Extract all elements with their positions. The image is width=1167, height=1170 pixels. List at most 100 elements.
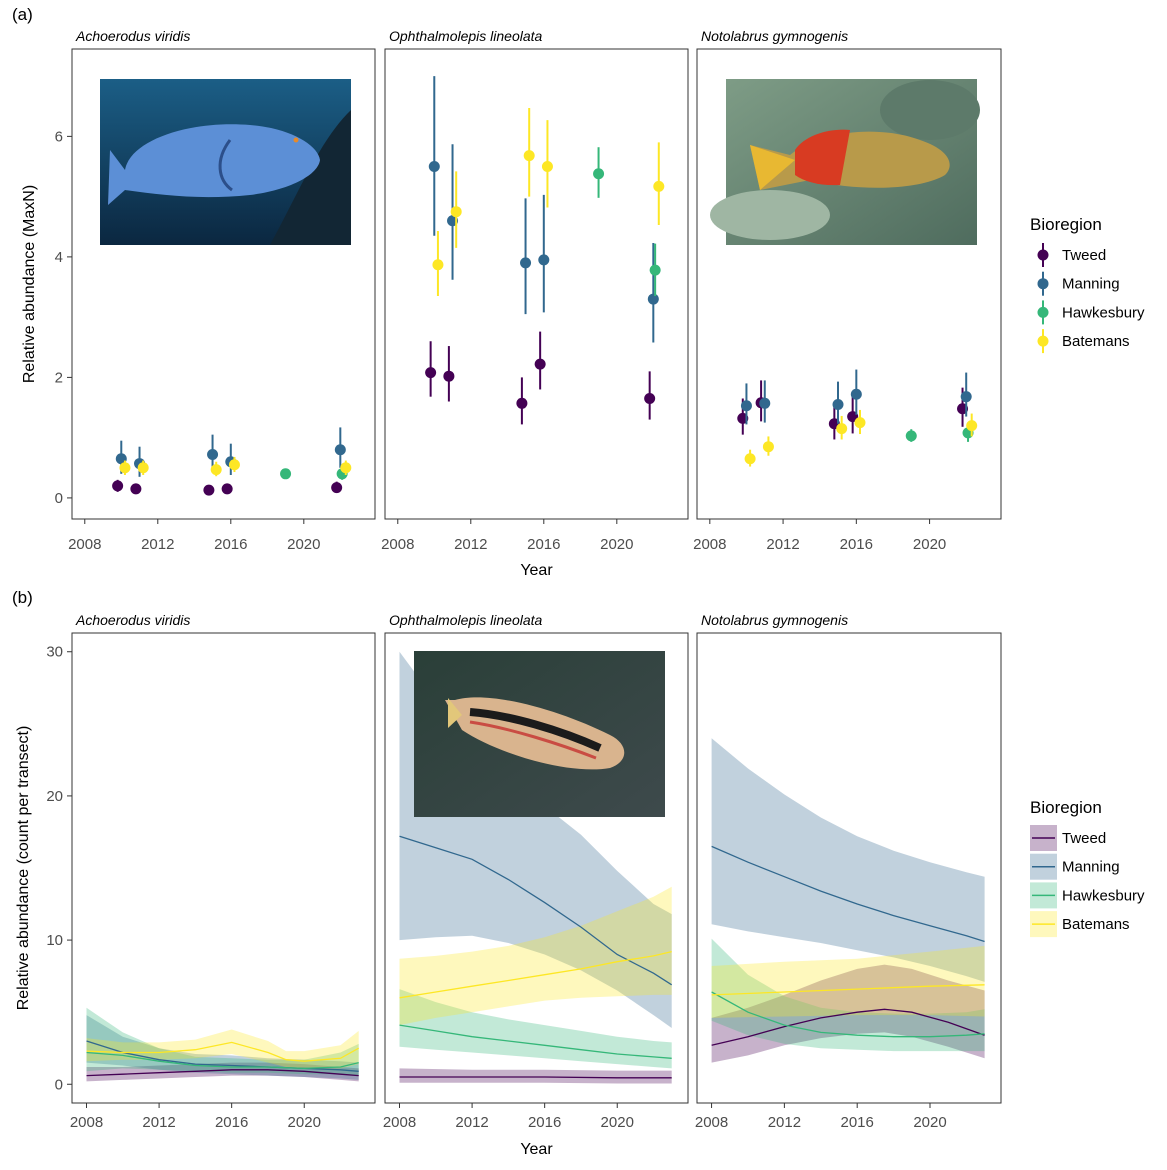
chart-marks (425, 76, 665, 425)
facet-b-1: Ophthalmolepis lineolata 2008 2012 2016 2020 (383, 612, 689, 1131)
trend-line-hawkesbury (711, 991, 985, 1038)
chart-marks (711, 738, 985, 1063)
ribbon-batemans (711, 945, 985, 1018)
point-hawkesbury (280, 468, 292, 480)
x-tick-label: 2016 (215, 1114, 248, 1131)
legend-label: Hawkesbury (1062, 887, 1145, 904)
point-hawkesbury (593, 168, 605, 180)
x-tick-label: 2020 (913, 1114, 946, 1131)
point-manning (538, 254, 550, 266)
point-tweed (112, 480, 124, 492)
legend-label: Tweed (1062, 830, 1106, 847)
x-tick-label: 2020 (600, 536, 633, 553)
facet-a-0: Achoerodus viridis 2008 2012 2016 2020 0 2 4 6 (55, 28, 376, 553)
x-tick-label: 2020 (287, 536, 320, 553)
x-axis-title: Year (520, 562, 553, 579)
chart-marks (737, 369, 978, 467)
y-tick-label: 4 (55, 249, 63, 266)
x-tick-label: 2020 (913, 536, 946, 553)
panel-border (71, 632, 376, 1104)
crimson-banded-wrasse-photo (710, 79, 980, 245)
panel-border (71, 48, 376, 520)
panel-label-b: (b) (12, 588, 33, 607)
point-batemans (210, 464, 222, 476)
facet-title: Ophthalmolepis lineolata (389, 612, 543, 628)
facet-title: Achoerodus viridis (75, 28, 190, 44)
legend-key (1037, 278, 1049, 290)
x-tick-label: 2012 (766, 536, 799, 553)
x-tick-label: 2012 (141, 536, 174, 553)
point-batemans (966, 420, 978, 432)
legend-label: Manning (1062, 276, 1120, 293)
point-batemans (340, 462, 352, 474)
point-batemans (137, 462, 149, 474)
point-tweed (221, 483, 233, 495)
panel-border (384, 632, 689, 1104)
facet-b-2: Notolabrus gymnogenis 2008 2012 2016 2020 (695, 612, 1002, 1131)
legend-label: Batemans (1062, 333, 1130, 350)
point-tweed (203, 484, 215, 496)
legend-item-hawkesbury: Hawkesbury (1030, 882, 1145, 909)
panel-border (696, 48, 1002, 520)
legend-item-tweed: Tweed (1030, 825, 1106, 851)
y-tick-label: 10 (46, 932, 63, 949)
point-batemans (432, 259, 444, 271)
legend-key (1037, 335, 1049, 347)
ribbon-tweed (399, 1068, 672, 1084)
point-batemans (541, 161, 553, 172)
panel-label-a: (a) (12, 5, 33, 24)
facet-title: Notolabrus gymnogenis (701, 612, 848, 628)
point-hawkesbury (649, 264, 661, 276)
blue-groper-photo (100, 79, 351, 245)
y-tick-label: 0 (55, 1076, 63, 1093)
y-axis-title: Relative abundance (count per transect) (15, 726, 32, 1011)
maori-wrasse-photo (414, 651, 665, 817)
point-manning (740, 400, 752, 412)
y-axis-title: Relative abundance (MaxN) (21, 185, 38, 383)
legend-title: Bioregion (1030, 798, 1102, 817)
x-tick-label: 2012 (455, 1114, 488, 1131)
point-tweed (644, 392, 656, 404)
chart-marks (399, 651, 673, 1084)
panel-border (696, 632, 1002, 1104)
x-tick-label: 2016 (527, 536, 560, 553)
ribbon-hawkesbury (399, 989, 672, 1069)
legend-item-hawkesbury: Hawkesbury (1037, 300, 1145, 325)
point-batemans (450, 206, 462, 218)
point-manning (832, 399, 844, 411)
facet-a-2: Notolabrus gymnogenis 2008 2012 2016 2020 (693, 28, 1002, 553)
trend-line-hawkesbury (86, 1051, 359, 1070)
y-tick-label: 6 (55, 128, 63, 145)
legend-key (1037, 306, 1049, 318)
trend-line-tweed (399, 1076, 672, 1079)
x-tick-label: 2008 (381, 536, 414, 553)
x-tick-label: 2016 (214, 536, 247, 553)
trend-line-batemans (399, 950, 672, 999)
x-tick-label: 2020 (288, 1114, 321, 1131)
x-tick-label: 2008 (70, 1114, 103, 1131)
point-tweed (130, 483, 142, 495)
panel-border (384, 48, 689, 520)
x-tick-label: 2008 (693, 536, 726, 553)
legend-item-manning: Manning (1037, 271, 1120, 296)
point-manning (850, 388, 862, 400)
point-batemans (119, 462, 131, 474)
legend-item-tweed: Tweed (1037, 243, 1106, 267)
point-batemans (228, 459, 240, 471)
x-tick-label: 2012 (454, 536, 487, 553)
legend-title: Bioregion (1030, 215, 1102, 234)
facet-a-1: Ophthalmolepis lineolata 2008 2012 2016 2020 (381, 28, 689, 553)
trend-line-manning (86, 1040, 359, 1072)
legend-item-batemans: Batemans (1037, 329, 1130, 354)
chart-b: Achoerodus viridis 2008 2012 2016 2020 0 10 20 3… (15, 612, 1145, 1158)
x-tick-label: 2020 (601, 1114, 634, 1131)
x-tick-label: 2016 (841, 1114, 874, 1131)
x-tick-label: 2016 (840, 536, 873, 553)
point-batemans (836, 423, 848, 435)
chart-a: Achoerodus viridis 2008 2012 2016 2020 0 2 4 6 Op… (21, 28, 1145, 579)
point-hawkesbury (905, 430, 917, 442)
point-manning (207, 449, 219, 461)
point-tweed (425, 367, 437, 379)
y-tick-label: 30 (46, 644, 63, 661)
point-manning (520, 257, 532, 269)
